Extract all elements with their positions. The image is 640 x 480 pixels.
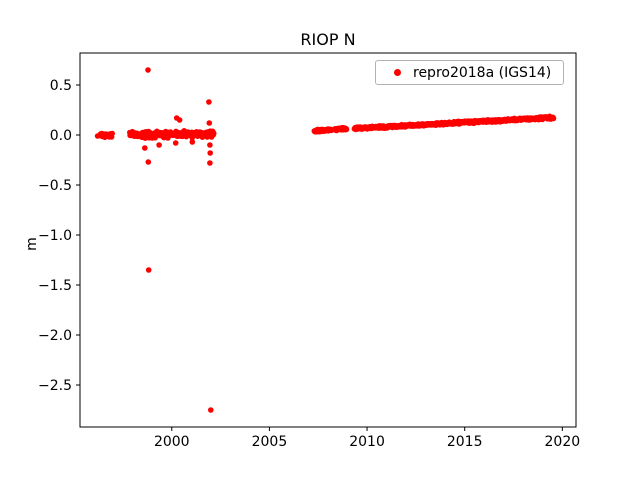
y-tick-label: −2.5 xyxy=(38,378,72,394)
x-tick-label: 2020 xyxy=(545,434,581,450)
y-tick-label: −1.0 xyxy=(38,228,72,244)
y-tick-label: −0.5 xyxy=(38,178,72,194)
legend: repro2018a (IGS14) xyxy=(375,60,565,85)
legend-label: repro2018a (IGS14) xyxy=(413,64,552,81)
y-tick-label: 0.0 xyxy=(50,128,72,144)
y-tick-label: −1.5 xyxy=(38,278,72,294)
x-tick-label: 2015 xyxy=(447,434,483,450)
x-tick-label: 2005 xyxy=(252,434,288,450)
axes-frame xyxy=(79,52,577,428)
chart-title: RIOP N xyxy=(300,30,355,49)
x-tick-label: 2000 xyxy=(154,434,190,450)
y-tick-label: 0.5 xyxy=(50,78,72,94)
y-axis-label: m xyxy=(24,237,40,251)
scatter-series xyxy=(94,67,557,413)
x-tick-label: 2010 xyxy=(349,434,385,450)
legend-marker-icon xyxy=(394,69,401,76)
y-tick-label: −2.0 xyxy=(38,328,72,344)
